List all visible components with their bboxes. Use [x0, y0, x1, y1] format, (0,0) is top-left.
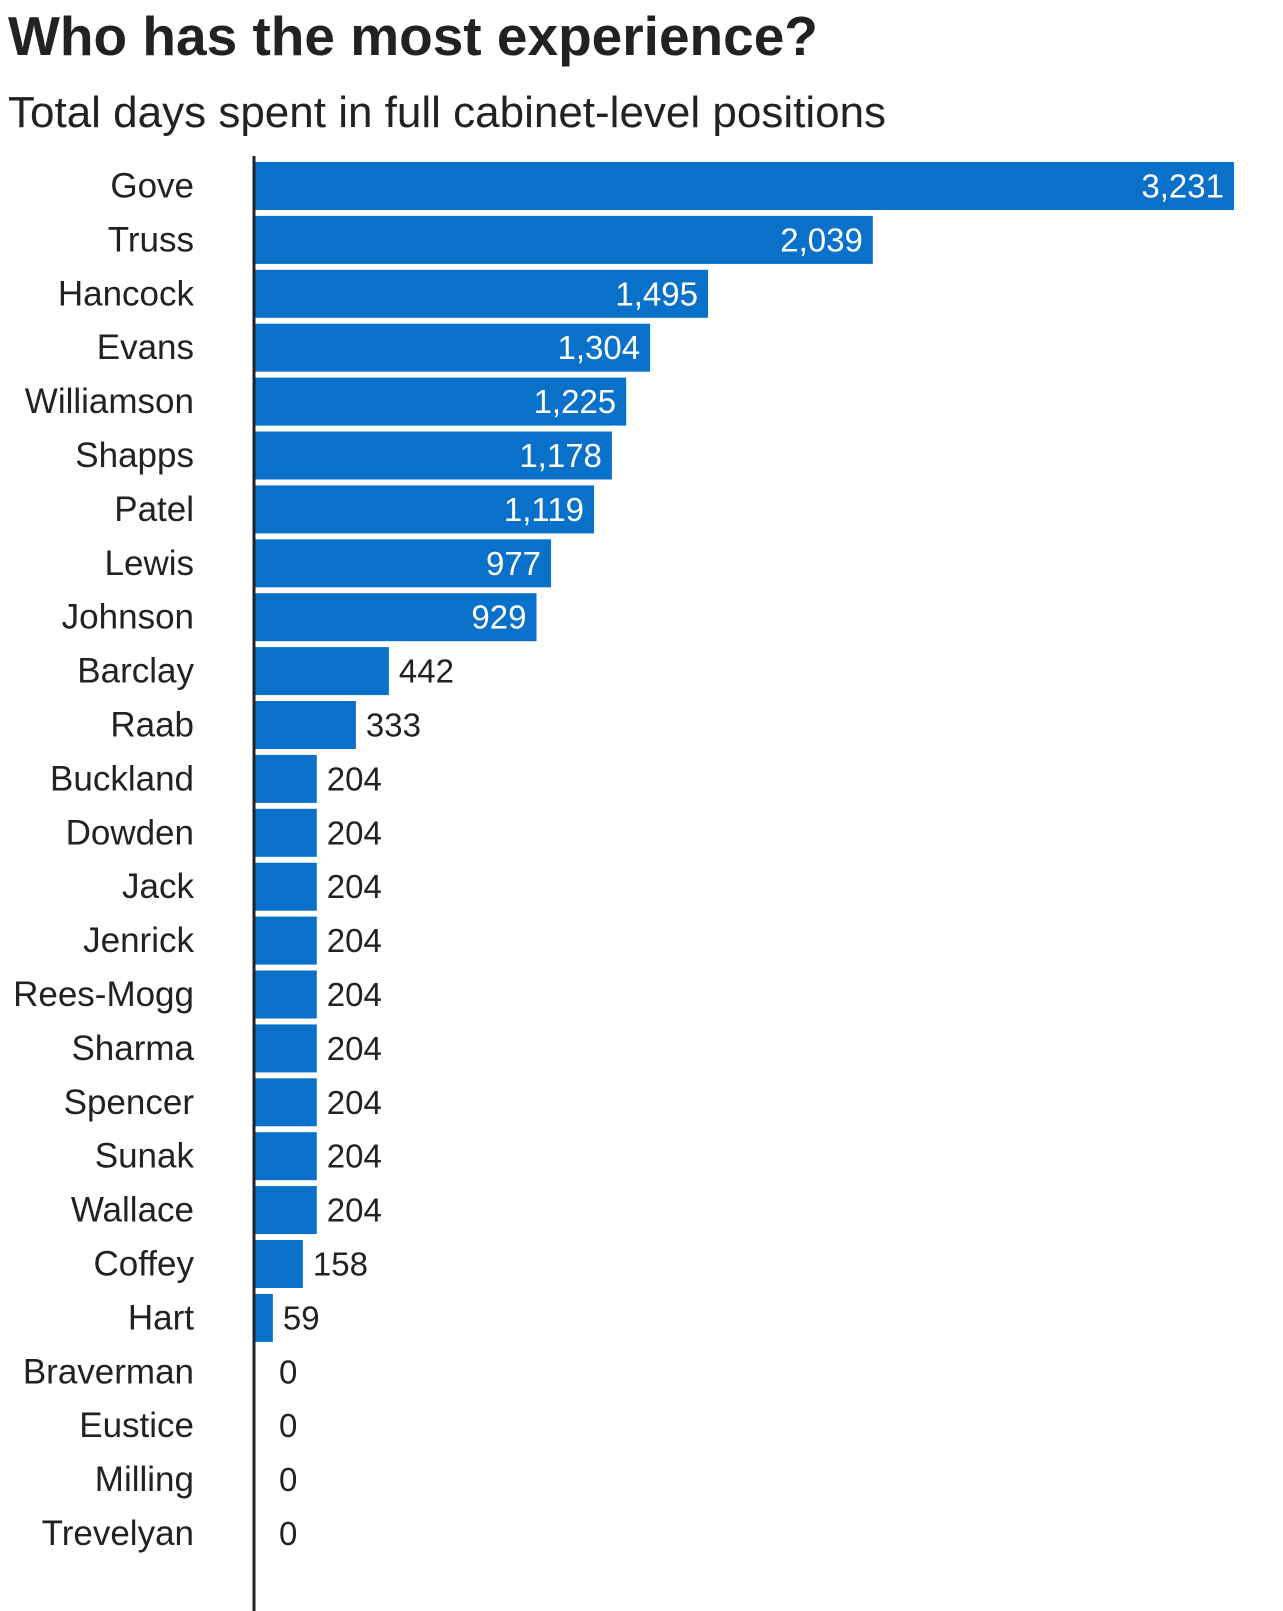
value-label-wallace: 204	[327, 1192, 382, 1229]
value-label-spencer: 204	[327, 1084, 382, 1121]
value-label-rees-mogg: 204	[327, 976, 382, 1013]
bar-lewis	[255, 539, 552, 588]
bar-gove	[255, 162, 1234, 210]
bar-coffey	[255, 1240, 303, 1288]
value-label-sunak: 204	[327, 1138, 382, 1175]
value-label-braverman: 0	[279, 1353, 297, 1390]
category-labels-group: Gove Truss Hancock Evans Williamson Shapps Pat…	[13, 167, 194, 1554]
category-label-braverman: Braverman	[23, 1352, 194, 1391]
bar-truss	[255, 215, 873, 264]
category-label-jack: Jack	[122, 867, 194, 906]
bar-hart	[255, 1293, 273, 1342]
bar-raab	[255, 701, 356, 749]
category-label-lewis: Lewis	[105, 544, 194, 583]
bar-buckland	[255, 754, 317, 803]
value-label-raab: 333	[366, 707, 421, 744]
bar-dowden	[255, 808, 317, 857]
value-label-gove: 3,231	[1141, 168, 1224, 205]
chart-title: Who has the most experience?	[8, 5, 818, 67]
bar-sunak	[255, 1132, 317, 1181]
category-label-barclay: Barclay	[77, 652, 194, 691]
bar-sharma	[255, 1024, 317, 1073]
value-label-jack: 204	[327, 868, 382, 905]
value-label-coffey: 158	[313, 1246, 368, 1283]
category-label-sharma: Sharma	[71, 1029, 194, 1068]
value-label-sharma: 204	[327, 1030, 382, 1067]
value-label-barclay: 442	[399, 653, 454, 690]
bar-spencer	[255, 1078, 317, 1127]
bar-jack	[255, 862, 317, 911]
category-label-dowden: Dowden	[66, 813, 194, 852]
value-label-evans: 1,304	[558, 329, 641, 366]
value-label-lewis: 977	[486, 545, 541, 582]
category-label-gove: Gove	[110, 167, 194, 206]
bar-shapps	[255, 431, 612, 480]
category-label-hart: Hart	[128, 1298, 194, 1337]
category-label-eustice: Eustice	[79, 1406, 194, 1445]
bar-johnson	[255, 593, 537, 642]
bar-wallace	[255, 1186, 317, 1235]
category-label-sunak: Sunak	[95, 1137, 195, 1176]
chart-subtitle: Total days spent in full cabinet-level p…	[8, 88, 887, 137]
bar-patel	[255, 485, 595, 534]
category-label-spencer: Spencer	[64, 1083, 195, 1122]
value-label-dowden: 204	[327, 814, 382, 851]
category-label-patel: Patel	[114, 490, 194, 529]
category-label-milling: Milling	[95, 1460, 194, 1499]
value-label-shapps: 1,178	[519, 437, 602, 474]
category-label-williamson: Williamson	[25, 382, 194, 421]
bar-barclay	[255, 647, 389, 696]
category-label-jenrick: Jenrick	[83, 921, 194, 960]
value-label-trevelyan: 0	[279, 1515, 297, 1552]
value-label-patel: 1,119	[504, 491, 584, 528]
value-label-truss: 2,039	[780, 221, 863, 258]
value-label-johnson: 929	[471, 599, 526, 636]
bars-group	[255, 162, 1234, 1342]
category-label-truss: Truss	[108, 220, 194, 259]
value-label-buckland: 204	[327, 760, 382, 797]
value-label-hart: 59	[283, 1299, 320, 1336]
category-label-coffey: Coffey	[93, 1245, 194, 1284]
category-label-rees-mogg: Rees-Mogg	[13, 975, 194, 1014]
value-label-eustice: 0	[279, 1407, 297, 1444]
value-label-milling: 0	[279, 1461, 297, 1498]
value-label-hancock: 1,495	[615, 275, 698, 312]
category-label-shapps: Shapps	[75, 436, 194, 475]
value-labels-group: 3,231 2,039 1,495 1,304 1,225 1,178 1,119 977 92…	[279, 168, 1224, 1553]
bar-hancock	[255, 269, 708, 318]
bar-williamson	[255, 377, 627, 426]
category-label-raab: Raab	[110, 706, 194, 745]
category-label-buckland: Buckland	[50, 759, 194, 798]
category-label-wallace: Wallace	[71, 1191, 194, 1230]
value-label-jenrick: 204	[327, 922, 382, 959]
category-label-trevelyan: Trevelyan	[42, 1514, 194, 1553]
value-label-williamson: 1,225	[534, 383, 617, 420]
category-label-johnson: Johnson	[62, 598, 194, 637]
category-label-hancock: Hancock	[58, 274, 195, 313]
bar-rees-mogg	[255, 970, 317, 1019]
bar-evans	[255, 323, 651, 372]
bar-jenrick	[255, 916, 317, 965]
category-label-evans: Evans	[97, 328, 194, 367]
